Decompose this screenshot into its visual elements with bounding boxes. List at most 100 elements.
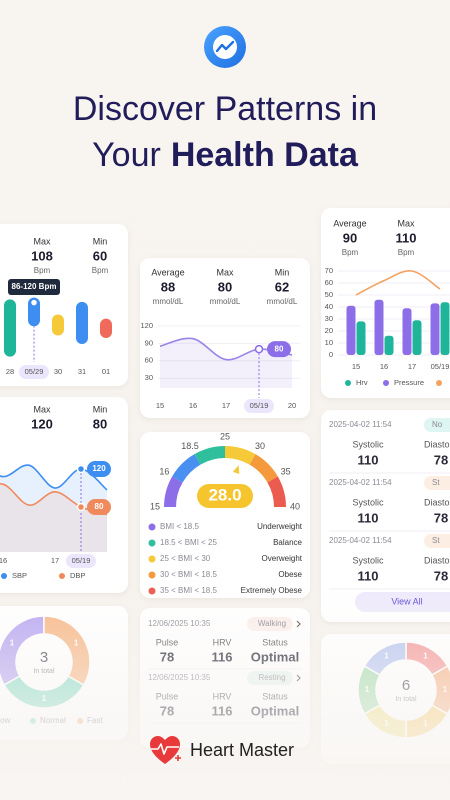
legend-label: Overweight [262,554,303,563]
field-label: Diastolic [424,555,450,565]
tooltip-bg [8,279,60,295]
headline-bold: Health Data [171,136,359,174]
bar [412,320,422,355]
gauge-segment [267,476,286,508]
bar [374,299,384,355]
gauge-tick-label: 30 [255,441,265,451]
x-tick-label: 05/19 [250,401,269,410]
field-value: 110 [358,568,379,583]
selected-label-bg [244,399,274,413]
gauge-tick-label: 15 [150,501,160,511]
gauge-segment [164,476,183,508]
headline-regular: Your [92,136,161,174]
legend-label: DBP [70,571,85,580]
headline: Discover Patterns in [73,90,377,128]
bar [402,308,412,355]
stat-label: Average [333,218,366,228]
y-tick-label: 60 [325,278,333,287]
gauge-segment [224,446,256,465]
stat-value: 120 [31,416,53,431]
bottom-fade [0,585,450,800]
bar [430,303,440,355]
legend-label: Hrv [356,378,368,387]
stat-label: Max [33,404,51,414]
record-time: 2025-04-02 11:54 [329,536,392,545]
legend-dot [436,380,442,386]
stat-label: Max [216,267,234,277]
field-value: 78 [434,452,448,467]
gauge-pointer [232,465,240,474]
range-bar [52,314,64,336]
x-tick-label: 30 [54,367,62,376]
field-label: Diastolic [424,439,450,449]
y-tick-label: 40 [325,302,333,311]
gauge-tick-label: 16 [159,466,169,476]
x-tick-label: 05/19 [431,362,450,371]
y-tick-label: 0 [329,350,333,359]
legend-range: 30 < BMI < 18.5 [160,570,217,579]
value-tooltip-bg [87,461,111,477]
field-label: Systolic [352,497,384,507]
legend-label: Balance [273,538,302,547]
legend-dot [345,380,351,386]
x-tick-label: 15 [156,401,164,410]
app-icon [204,26,246,68]
x-tick-label: 17 [408,362,416,371]
stat-unit: Bpm [398,248,415,257]
legend-range: BMI < 18.5 [160,522,199,531]
x-tick-label: 05/19 [72,556,91,565]
x-tick-label: 01 [102,367,110,376]
gauge-segment [194,446,226,465]
line [355,270,441,296]
headline-line2: Your Health Data [92,136,359,174]
field-value: 110 [358,452,379,467]
field-value: 78 [434,568,448,583]
selected-label-bg [19,365,49,379]
gauge-value-bg [197,484,253,508]
range-bar [100,318,112,339]
legend-label: Pressure [394,378,424,387]
gauge-tick-label: 25 [220,431,230,441]
bar [384,335,394,355]
legend-label: SBP [12,571,27,580]
stat-value: 90 [343,230,357,245]
legend-label: Obese [278,570,302,579]
stat-unit: mmol/dL [153,297,184,306]
legend-range: 25 < BMI < 30 [160,554,211,563]
gauge-tick-label: 35 [281,466,291,476]
field-label: Diastolic [424,497,450,507]
gauge-segment [172,454,201,483]
stat-value: 110 [396,230,417,245]
field-label: Systolic [352,555,384,565]
area [0,483,107,552]
x-tick-label: 16 [189,401,197,410]
y-tick-label: 30 [145,373,153,382]
range-bar [4,299,16,357]
x-tick-label: 05/29 [25,367,44,376]
legend-dot [1,573,7,579]
value-tooltip: 80 [275,344,284,353]
tooltip: 86-120 Bpm [12,282,57,291]
stat-value: 62 [275,279,289,294]
legend-dot [148,555,156,563]
legend-dot [148,523,156,531]
status-badge [424,534,450,548]
selected-label-bg [66,554,96,568]
gauge-tick-label: 18.5 [181,441,199,451]
stat-label: Average [151,267,184,277]
stat-value: 60 [93,248,107,263]
x-tick-label: 16 [380,362,388,371]
stat-label: Min [93,236,108,246]
gauge-value: 28.0 [208,485,241,504]
stat-label: Min [93,404,108,414]
gauge-tick-label: 40 [290,501,300,511]
legend-dot [383,380,389,386]
selection-dot [76,502,86,512]
stat-value: 88 [161,279,175,294]
x-tick-label: 16 [0,556,7,565]
value-tooltip-bg [267,341,291,358]
legend-dot [59,573,65,579]
stat-value: 80 [93,416,107,431]
